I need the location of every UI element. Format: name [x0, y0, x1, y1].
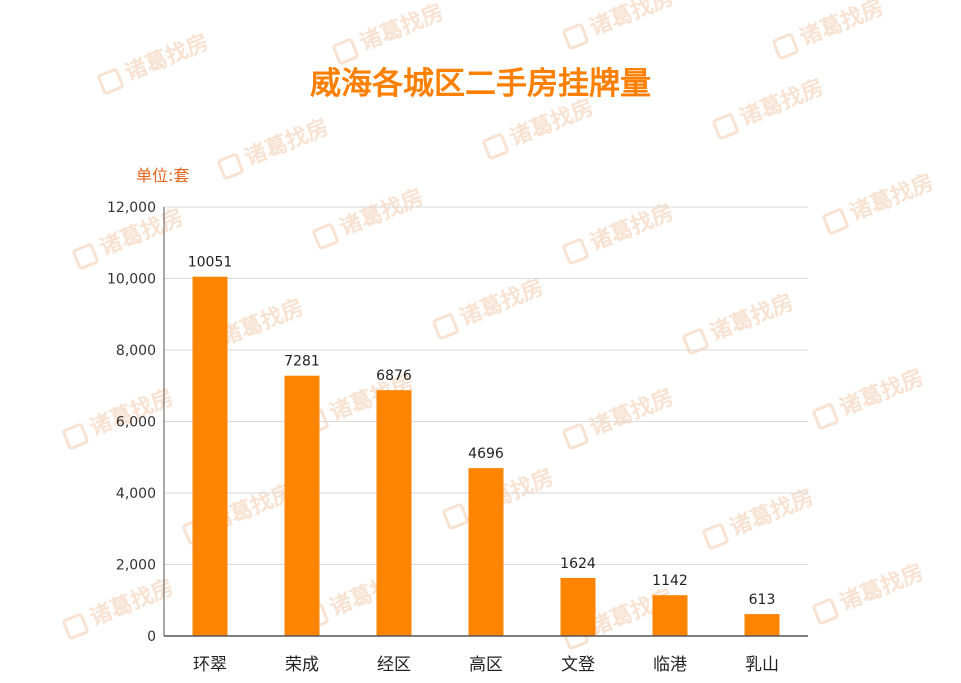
data-label: 10051	[188, 255, 233, 271]
data-label: 4696	[468, 446, 504, 462]
data-label: 7281	[284, 354, 320, 370]
bar	[468, 468, 504, 636]
data-label: 6876	[376, 368, 412, 384]
data-label: 1142	[652, 573, 688, 589]
bar	[192, 276, 228, 636]
x-tick-label: 乳山	[745, 655, 779, 675]
y-tick-label: 12,000	[107, 200, 156, 216]
y-tick-label: 8,000	[116, 343, 156, 359]
x-tick-label: 环翠	[193, 655, 227, 675]
bar	[284, 375, 320, 636]
y-tick-label: 2,000	[116, 558, 156, 574]
y-tick-label: 0	[147, 629, 156, 645]
bar	[652, 595, 688, 636]
x-tick-label: 文登	[561, 655, 595, 675]
y-tick-label: 10,000	[107, 272, 156, 288]
unit-label: 单位:套	[136, 166, 190, 185]
x-tick-label: 临港	[653, 655, 687, 675]
x-tick-label: 经区	[377, 655, 411, 675]
data-label: 1624	[560, 556, 596, 572]
y-tick-label: 6,000	[116, 415, 156, 431]
bar	[560, 577, 596, 636]
bar	[376, 390, 412, 636]
x-tick-label: 荣成	[285, 655, 319, 675]
x-tick-label: 高区	[469, 655, 503, 675]
y-tick-label: 4,000	[116, 486, 156, 502]
data-label: 613	[749, 592, 776, 608]
bar	[744, 614, 780, 636]
chart-title: 威海各城区二手房挂牌量	[310, 66, 651, 102]
